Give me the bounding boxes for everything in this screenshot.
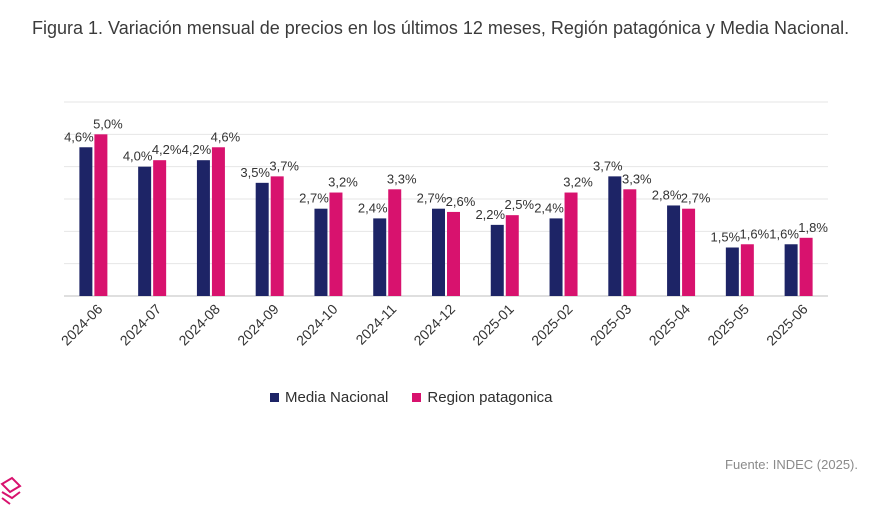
bar-region-patagonica: [564, 192, 578, 296]
x-tick-label: 2024-11: [352, 301, 399, 348]
data-label: 3,2%: [563, 175, 593, 190]
legend-label-region-patagonica: Region patagonica: [427, 389, 553, 406]
x-tick-label: 2024-09: [234, 301, 282, 349]
bar-media-nacional: [255, 182, 269, 296]
data-label: 5,0%: [93, 116, 123, 131]
x-tick-label: 2025-02: [528, 301, 576, 349]
bar-region-patagonica: [682, 208, 696, 296]
data-label: 3,3%: [387, 171, 417, 186]
bar-region-patagonica: [505, 215, 519, 296]
data-label: 2,7%: [417, 191, 447, 206]
legend-label-media-nacional: Media Nacional: [285, 389, 389, 406]
data-label: 1,8%: [798, 220, 828, 235]
data-label: 2,4%: [358, 200, 388, 215]
bar-region-patagonica: [211, 147, 225, 296]
bar-media-nacional: [608, 176, 622, 296]
data-label: 2,7%: [299, 191, 329, 206]
bar-region-patagonica: [270, 176, 284, 296]
bar-media-nacional: [432, 208, 445, 296]
bar-region-patagonica: [740, 244, 754, 296]
bar-region-patagonica: [153, 160, 167, 296]
data-label: 1,6%: [740, 226, 770, 241]
source-note: Fuente: INDEC (2025).: [725, 457, 858, 472]
data-label: 2,2%: [475, 207, 505, 222]
bar-region-patagonica: [799, 237, 813, 296]
data-label: 4,2%: [152, 142, 182, 157]
x-tick-label: 2025-04: [646, 301, 694, 349]
bar-media-nacional: [490, 224, 504, 296]
data-label: 4,2%: [182, 142, 212, 157]
chart-title: Figura 1. Variación mensual de precios e…: [32, 18, 850, 38]
bar-media-nacional: [784, 244, 798, 296]
x-tick-label: 2025-03: [587, 301, 635, 349]
x-tick-label: 2025-01: [469, 301, 517, 349]
bar-media-nacional: [138, 166, 152, 296]
bar-media-nacional: [196, 160, 210, 296]
data-label: 2,8%: [652, 187, 682, 202]
data-label: 3,7%: [269, 158, 299, 173]
data-label: 4,6%: [64, 129, 94, 144]
bar-media-nacional: [725, 247, 739, 296]
bar-media-nacional: [549, 218, 563, 296]
x-tick-label: 2024-07: [117, 301, 165, 349]
data-label: 3,2%: [328, 175, 358, 190]
legend-item-region-patagonica: Region patagonica: [412, 389, 553, 406]
data-label: 4,6%: [211, 129, 241, 144]
x-tick-label: 2024-10: [293, 301, 341, 349]
x-tick-label: 2024-08: [175, 301, 223, 349]
bar-region-patagonica: [447, 211, 460, 296]
bar-region-patagonica: [623, 189, 637, 296]
data-label: 2,7%: [681, 191, 711, 206]
legend-item-media-nacional: Media Nacional: [270, 389, 388, 406]
brand-logo-icon: [0, 476, 22, 505]
bar-media-nacional: [79, 147, 93, 296]
legend-swatch-region-patagonica: [412, 393, 422, 402]
data-label: 3,5%: [240, 165, 270, 180]
x-tick-label: 2025-06: [763, 301, 811, 349]
data-label: 2,4%: [534, 200, 564, 215]
bar-region-patagonica: [329, 192, 343, 296]
bar-media-nacional: [667, 205, 681, 296]
data-label: 1,5%: [711, 230, 741, 245]
data-label: 4,0%: [123, 149, 153, 164]
x-tick-label: 2024-06: [58, 301, 106, 349]
bar-media-nacional: [314, 208, 328, 296]
x-tick-label: 2025-05: [704, 301, 752, 349]
data-label: 2,6%: [446, 194, 476, 209]
data-label: 2,5%: [504, 197, 534, 212]
data-label: 3,7%: [593, 158, 623, 173]
legend-swatch-media-nacional: [270, 393, 279, 402]
bar-media-nacional: [373, 218, 387, 296]
bar-region-patagonica: [388, 189, 402, 296]
data-label: 3,3%: [622, 171, 652, 186]
data-label: 1,6%: [769, 226, 799, 241]
legend: Media Nacional Region patagonica: [270, 389, 553, 406]
x-tick-label: 2024-12: [410, 301, 458, 349]
bar-region-patagonica: [94, 134, 108, 296]
